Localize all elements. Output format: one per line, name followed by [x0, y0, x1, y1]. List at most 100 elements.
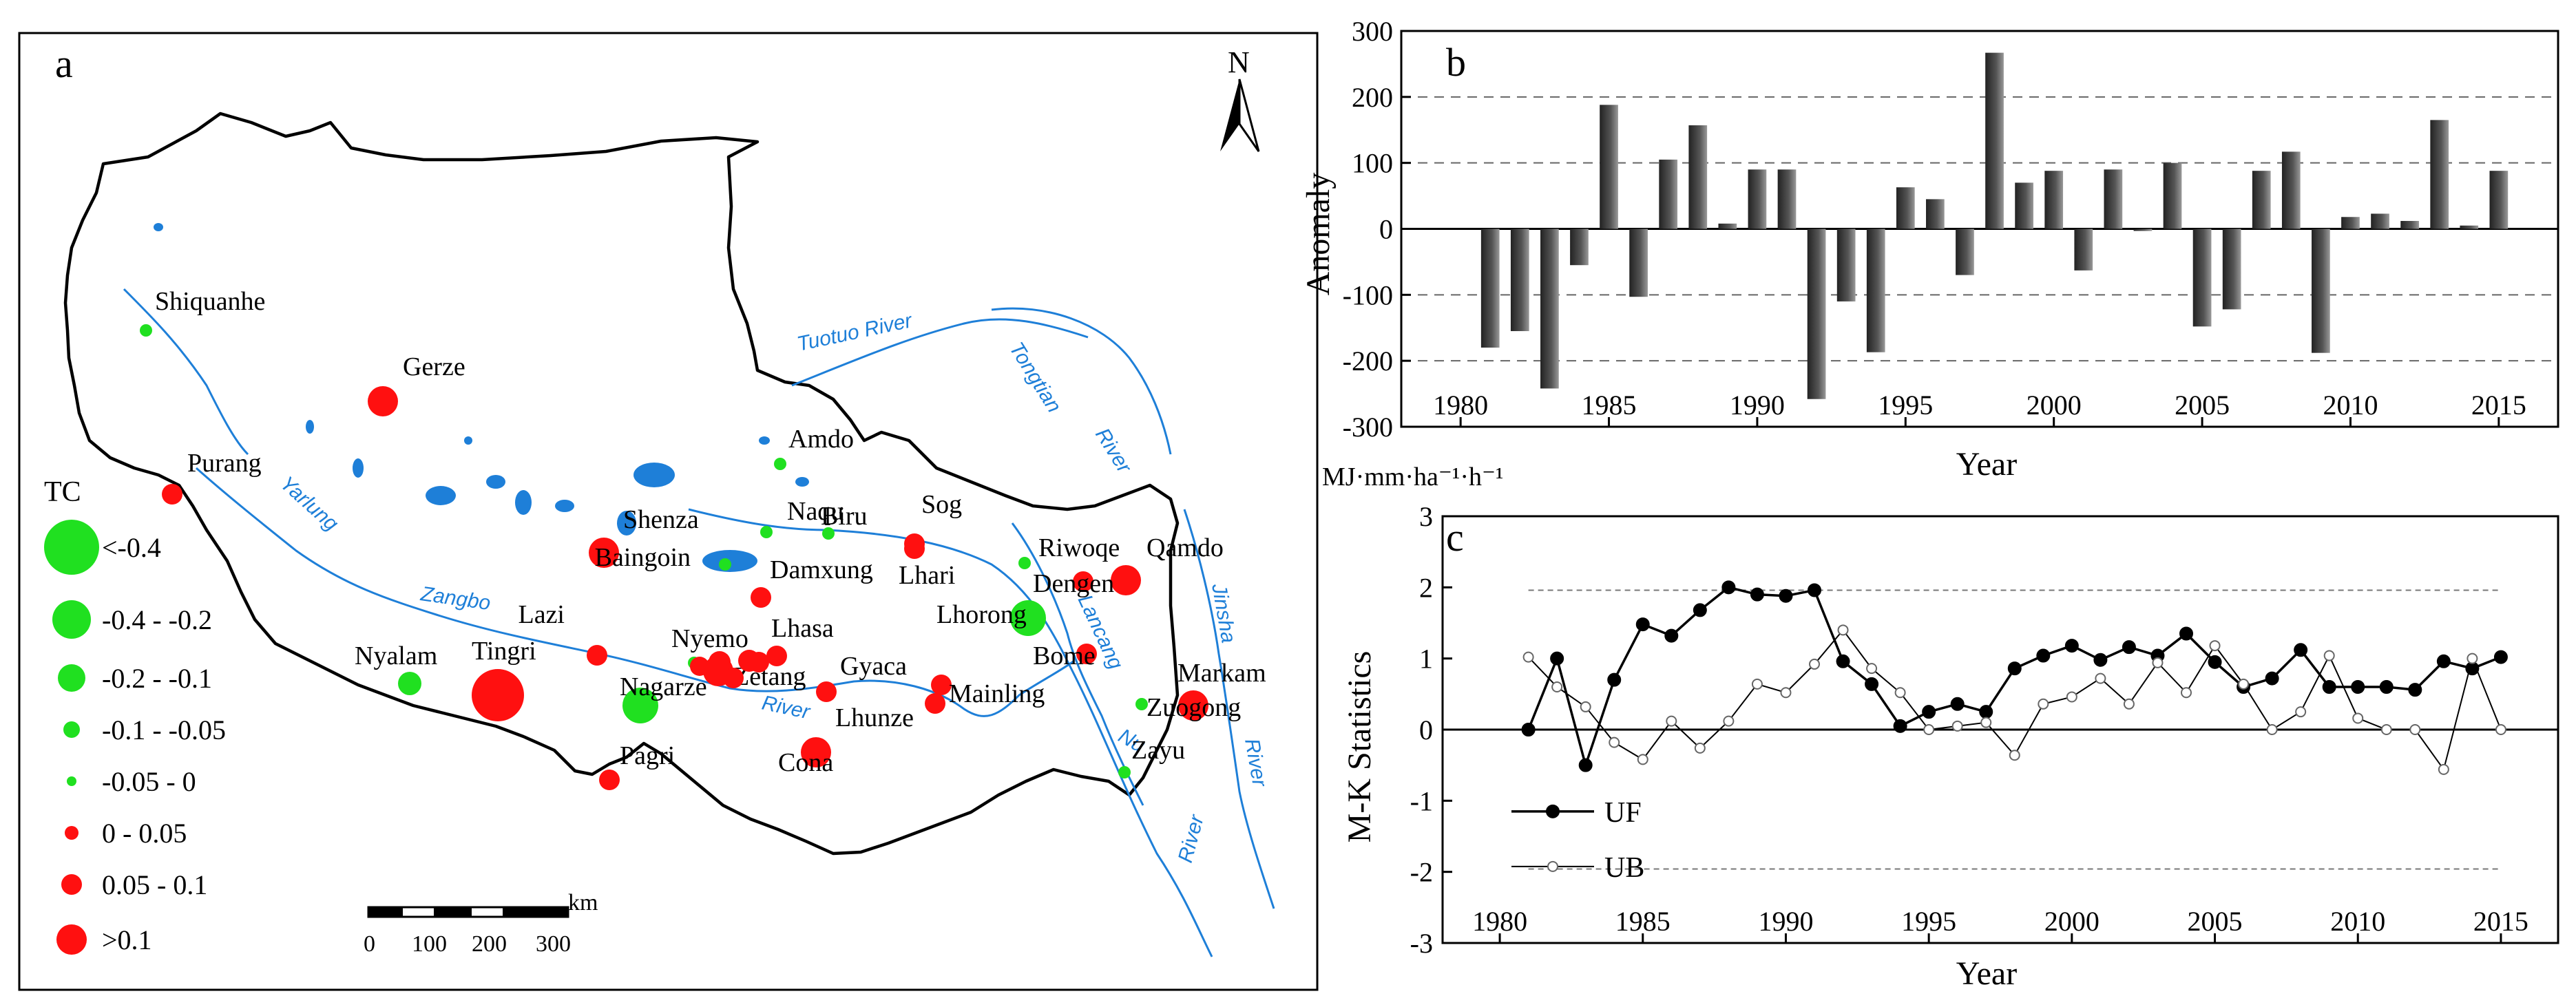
legend-label-4: -0.05 - 0: [102, 766, 196, 797]
station-marker-cona: [801, 737, 831, 767]
upper-river: [688, 508, 827, 531]
station-lhari: Lhari: [899, 538, 955, 590]
station-marker-qamdo: [1111, 565, 1141, 595]
station-label-shenza: Shenza: [623, 505, 699, 534]
station-marker-nyalam: [398, 672, 421, 695]
legend-symbol-1: [52, 600, 91, 639]
legend-title: TC: [44, 476, 81, 508]
station-label-nyemo: Nyemo: [671, 624, 748, 653]
station-label-lhorong: Lhorong: [936, 600, 1027, 629]
station-label-qamdo: Qamdo: [1146, 533, 1224, 562]
station-label-amdo: Amdo: [788, 425, 854, 454]
station-label-purang: Purang: [187, 449, 262, 478]
station-marker-lhari: [904, 538, 925, 559]
river-label-tongtian-river: River: [1091, 424, 1136, 478]
legend-item-0: <-0.4: [44, 520, 161, 575]
station-label-markam: Markam: [1177, 659, 1266, 688]
station-label-shiquanhe: Shiquanhe: [155, 287, 265, 316]
station-lhorong: Lhorong: [936, 600, 1046, 636]
station-amdo: Amdo: [774, 425, 854, 470]
yarlung-zangbo-river: [196, 467, 1075, 717]
station-damxung: Damxung: [751, 555, 873, 608]
station-mainling: Mainling: [931, 675, 1045, 708]
legend-label-6: 0.05 - 0.1: [102, 869, 207, 900]
station-label-nyalam: Nyalam: [355, 642, 437, 670]
scale-tick-200: 200: [472, 931, 507, 957]
legend-label-0: <-0.4: [102, 532, 161, 563]
legend-items: <-0.4 -0.4 - -0.2 -0.2 - -0.1 -0.1 - -0.05 -…: [44, 520, 226, 955]
station-label-naqu: Naqu: [787, 497, 844, 526]
river-label-tuotuo: Tuotuo River: [795, 309, 915, 356]
station-label-lhasa: Lhasa: [771, 614, 834, 643]
station-label-baingoin: Baingoin: [595, 543, 691, 572]
station-tingri: Tingri: [472, 637, 536, 721]
lancang-river: [1011, 522, 1144, 806]
legend-item-1: -0.4 - -0.2: [52, 600, 212, 639]
station-marker-cluster-3: [690, 657, 709, 676]
station-zayu: Zayu: [1118, 736, 1185, 778]
station-marker-shiquanhe: [140, 324, 152, 337]
scale-tick-0: 0: [364, 931, 375, 957]
legend-item-3: -0.1 - -0.05: [63, 714, 226, 745]
legend-symbol-2: [58, 664, 85, 692]
river-label-jinsha: Jinsha: [1207, 582, 1240, 645]
station-label-mainling: Mainling: [949, 679, 1045, 708]
station-marker-riwoqe: [1018, 557, 1031, 569]
legend-item-2: -0.2 - -0.1: [58, 663, 212, 694]
station-label-tingri: Tingri: [472, 637, 536, 666]
map-legend: TC <-0.4 -0.4 - -0.2 -0.2 - -0.1 -0.1 - -0.…: [44, 476, 226, 955]
station-lhasa: Lhasa: [766, 614, 834, 666]
station-baingoin: Baingoin: [595, 543, 731, 572]
station-label-riwoqe: Riwoqe: [1038, 533, 1120, 562]
station-label-dengen: Dengen: [1033, 569, 1114, 598]
station-label-sog: Sog: [921, 490, 962, 519]
station-zuogong: Zuogong: [1135, 693, 1241, 722]
station-marker-shenza: [589, 538, 619, 568]
legend-item-5: 0 - 0.05: [65, 818, 187, 849]
lakes: [154, 223, 809, 572]
station-pagri: Pagri: [599, 741, 675, 790]
legend-item-4: -0.05 - 0: [67, 766, 196, 797]
scale-tick-300: 300: [536, 931, 571, 957]
scale-unit: km: [568, 890, 598, 915]
station-bome: Bome: [1033, 642, 1097, 670]
station-lazi: Lazi: [518, 600, 607, 666]
station-marker-biru: [822, 527, 835, 540]
station-label-lhunze: Lhunze: [835, 703, 914, 732]
legend-symbol-3: [63, 721, 80, 738]
station-dengen: Dengen: [1033, 569, 1114, 598]
legend-item-6: 0.05 - 0.1: [61, 869, 207, 900]
station-marker-gerze: [368, 386, 398, 416]
station-marker-purang: [162, 484, 182, 505]
rivers: [123, 288, 1275, 957]
jinsha-river: [1183, 509, 1275, 909]
station-marker-damxung: [751, 587, 771, 608]
station-naqu: Naqu: [760, 497, 844, 538]
scale-tick-100: 100: [412, 931, 447, 957]
tibet-boundary: [63, 112, 1180, 856]
station-label-zayu: Zayu: [1131, 736, 1185, 765]
station-riwoqe: Riwoqe: [1018, 533, 1120, 569]
river-label-jinsha-river: River: [1240, 736, 1271, 789]
scale-bar: km 0 100 200 300: [364, 890, 598, 957]
station-marker-pagri: [599, 770, 620, 790]
legend-symbol-4: [67, 776, 76, 786]
panel-label-a: a: [55, 41, 73, 86]
station-marker-lhorong: [1010, 600, 1046, 636]
station-marker-cluster-4: [723, 668, 744, 688]
station-marker-tingri: [472, 669, 524, 721]
station-lhunze: Lhunze: [835, 693, 945, 732]
station-marker-nagarze: [622, 688, 658, 723]
station-markam: Markam: [1177, 659, 1266, 721]
tuotuo-river: [791, 318, 1089, 387]
river-label-nu-river: River: [1174, 812, 1208, 865]
station-qamdo: Qamdo: [1111, 533, 1224, 595]
station-shenza: Shenza: [589, 505, 699, 568]
legend-symbol-7: [56, 924, 87, 955]
legend-label-5: 0 - 0.05: [102, 818, 187, 849]
legend-label-7: >0.1: [102, 924, 152, 955]
station-marker-cluster-2: [709, 651, 731, 673]
station-nagarze: Nagarze: [620, 672, 707, 723]
station-marker-lhasa: [766, 646, 787, 666]
